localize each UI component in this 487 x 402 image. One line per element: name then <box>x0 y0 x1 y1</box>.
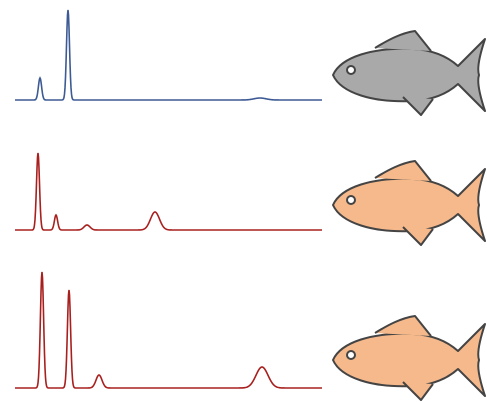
fish <box>333 31 485 115</box>
fish <box>333 161 485 245</box>
fish <box>333 316 485 400</box>
trace <box>15 153 322 230</box>
trace <box>15 10 322 100</box>
scene <box>0 0 487 402</box>
trace <box>15 272 322 388</box>
